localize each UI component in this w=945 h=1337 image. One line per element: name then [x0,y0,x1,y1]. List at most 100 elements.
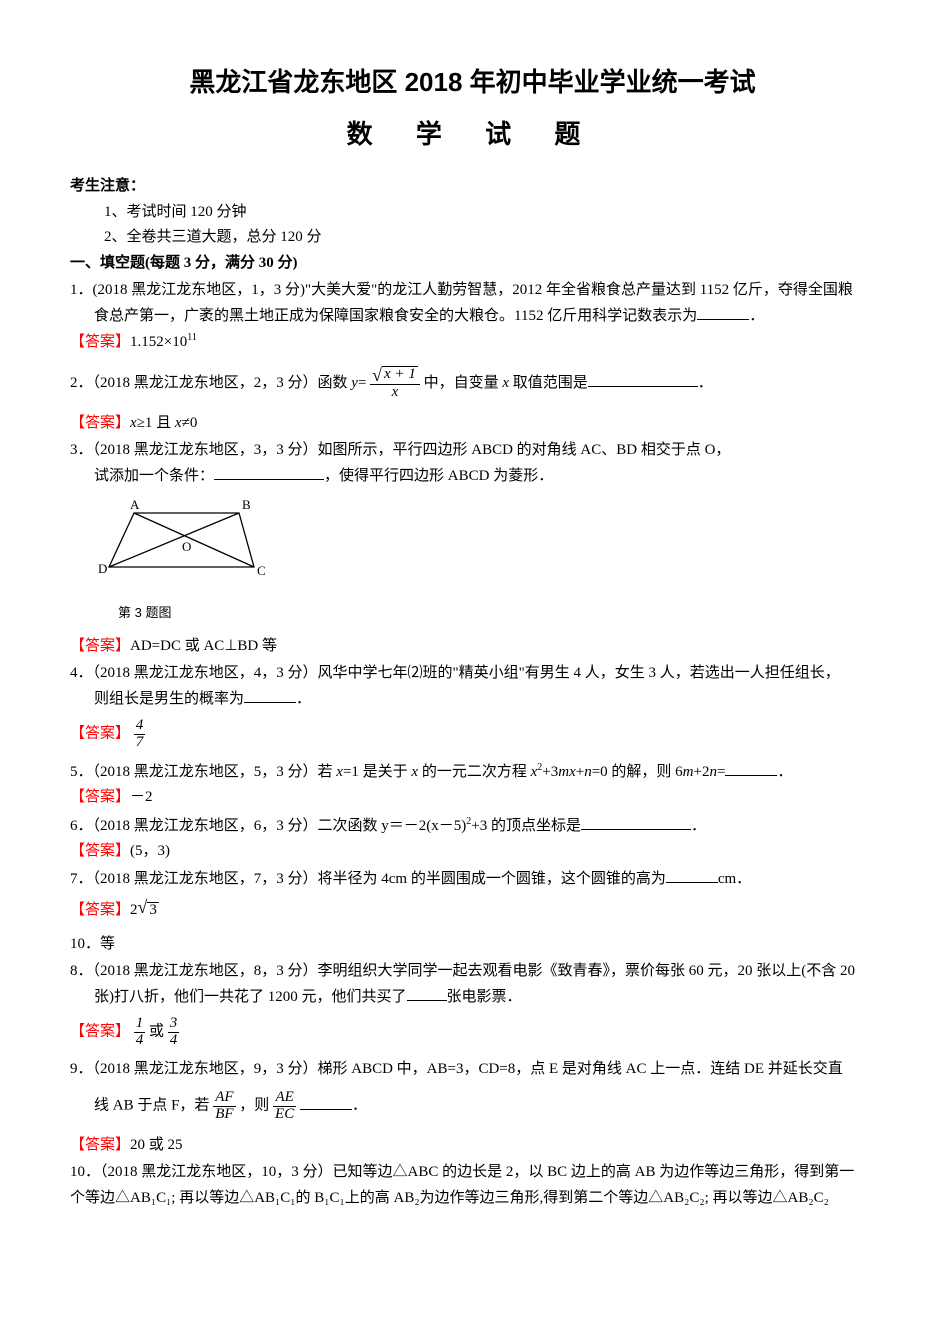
q4-blank [244,688,296,703]
answer-1: 【答案】1.152×1011 [70,329,875,356]
q1-text-b: 食总产第一，广袤的黑土地正成为保障国家粮食安全的大粮仓。1152 亿斤用科学记数… [94,308,697,324]
q2-text-a: 2．（2018 黑龙江龙东地区，2，3 分）函数 [70,375,348,391]
q1-blank [697,305,749,320]
q2-sqrt: √x + 1 [372,366,418,384]
q2-eq: = [358,375,366,391]
a4-label: 【答案】 [70,726,130,742]
a5-label: 【答案】 [70,789,130,805]
q9-f2n: AE [273,1090,296,1107]
q8-blank [407,986,447,1001]
q1-line2: 食总产第一，广袤的黑土地正成为保障国家粮食安全的大粮仓。1152 亿斤用科学记数… [70,304,875,330]
a4-fraction: 4 7 [134,718,146,751]
answer-5: 【答案】－2 [70,785,875,811]
q6-dot: ． [691,818,706,834]
q2-dot: ． [698,375,713,391]
q5-dot: ． [777,764,792,780]
a8-frac1: 1 4 [134,1016,146,1049]
q4-line2: 则组长是男生的概率为． [70,687,875,713]
q5-d: +3 [542,764,558,780]
q2-blank [588,372,698,387]
q9-f1d: BF [213,1107,235,1123]
q5-blank [725,761,777,776]
answer-9: 【答案】20 或 25 [70,1133,875,1159]
q10-a: 10．（2018 黑龙江龙东地区，10，3 分）已知等边△ABC 的边长是 2，… [70,1164,854,1180]
q5-a: 5．（2018 黑龙江龙东地区，5，3 分）若 [70,764,336,780]
a7-sqrt: √3 [138,898,159,924]
a4-num: 4 [134,718,146,735]
q3-line2: 试添加一个条件：，使得平行四边形 ABCD 为菱形． [70,464,875,490]
question-4: 4．（2018 黑龙江龙东地区，4，3 分）风华中学七年⑵班的"精英小组"有男生… [70,661,875,687]
q2-x: x [502,375,509,391]
q10-b: 个等边△AB₁C₁; 再以等边△AB₁C₁的 B₁C₁上的高 AB₂为边作等边三… [70,1190,829,1206]
a7-pre: 2 [130,902,138,918]
question-7: 7．（2018 黑龙江龙东地区，7，3 分）将半径为 4cm 的半圆围成一个圆锥… [70,867,875,893]
a2-label: 【答案】 [70,415,130,431]
a3-label: 【答案】 [70,638,130,654]
answer-8: 【答案】 1 4 或 3 4 [70,1016,875,1049]
q9-f2d: EC [273,1107,296,1123]
figure-3-caption: 第 3 题图 [70,602,875,624]
a2-x1: x [130,415,137,431]
q9-frac2: AE EC [273,1090,296,1123]
q10-line2: 个等边△AB₁C₁; 再以等边△AB₁C₁的 B₁C₁上的高 AB₂为边作等边三… [70,1186,875,1212]
q8-c: 张电影票． [447,989,522,1005]
q2-y: y [351,375,358,391]
q7-blank [666,868,718,883]
a2-x2: x [175,415,182,431]
a8-n1: 1 [134,1016,146,1033]
a6-value: (5，3) [130,843,170,859]
answer-7: 【答案】2√3 [70,898,875,924]
question-1: 1．(2018 黑龙江龙东地区，1，3 分)"大美大爱"的龙江人勤劳智慧，201… [70,278,875,304]
q9-blank [300,1095,352,1110]
notice-line-2: 2、全卷共三道大题，总分 120 分 [70,225,875,251]
q9-a: 9．（2018 黑龙江龙东地区，9，3 分）梯形 ABCD 中，AB=3，CD=… [70,1061,843,1077]
fig3-diag-bd [109,513,239,567]
fig3-label-o: O [182,539,191,554]
answer-6: 【答案】(5，3) [70,839,875,865]
q5-h: = [717,764,725,780]
q2-text-c: 取值范围是 [509,375,588,391]
fig3-label-d: D [98,561,107,576]
a2-d: ≠0 [182,415,198,431]
q8-b: 张)打八折，他们一共花了 1200 元，他们共买了 [94,989,407,1005]
q7-b: cm． [718,871,751,887]
q2-num: √x + 1 [370,366,420,385]
q3-text-a: 3．（2018 黑龙江龙东地区，3，3 分）如图所示，平行四边形 ABCD 的对… [70,442,730,458]
a5-value: －2 [130,789,153,805]
q6-a: 6．（2018 黑龙江龙东地区，6，3 分）二次函数 y＝－2(x－5) [70,818,466,834]
q2-radicand: x + 1 [382,366,418,382]
answer-2: 【答案】x≥1 且 x≠0 [70,411,875,437]
q9-c: ，则 [239,1098,273,1114]
a3-value: AD=DC 或 AC⊥BD 等 [130,638,277,654]
fig3-diag-ac [134,513,254,567]
a8-d1: 4 [134,1033,146,1049]
q2-fraction: √x + 1 x [370,366,420,401]
q5-m: mx [558,764,576,780]
a8-n2: 3 [168,1016,180,1033]
a8-d2: 4 [168,1033,180,1049]
exam-title: 黑龙江省龙东地区 2018 年初中毕业学业统一考试 [70,60,875,104]
q8-line2: 张)打八折，他们一共花了 1200 元，他们共买了 张电影票． [70,985,875,1011]
a6-label: 【答案】 [70,843,130,859]
figure-3-svg: A B C D O [94,495,274,590]
a1-exp: 11 [187,332,197,343]
q5-g: +2 [694,764,710,780]
a8-or: 或 [149,1024,168,1040]
question-2: 2．（2018 黑龙江龙东地区，2，3 分）函数 y= √x + 1 x 中，自… [70,366,875,401]
a9-label: 【答案】 [70,1137,130,1153]
q7-a: 7．（2018 黑龙江龙东地区，7，3 分）将半径为 4cm 的半圆围成一个圆锥… [70,871,666,887]
q4-dot: ． [296,691,311,707]
q5-n2: n [709,764,717,780]
q9-dot: ． [352,1098,367,1114]
question-10: 10．（2018 黑龙江龙东地区，10，3 分）已知等边△ABC 的边长是 2，… [70,1160,875,1186]
q9-frac1: AF BF [213,1090,235,1123]
q5-e: + [576,764,584,780]
q9-f1n: AF [213,1090,235,1107]
q5-b: =1 是关于 [343,764,411,780]
q5-n: n [584,764,592,780]
line-10-stray: 10．等 [70,932,875,958]
a1-label: 【答案】 [70,334,130,350]
section-1-heading: 一、填空题(每题 3 分，满分 30 分) [70,251,875,277]
question-6: 6．（2018 黑龙江龙东地区，6，3 分）二次函数 y＝－2(x－5)2+3 … [70,813,875,840]
notice-line-1: 1、考试时间 120 分钟 [70,200,875,226]
